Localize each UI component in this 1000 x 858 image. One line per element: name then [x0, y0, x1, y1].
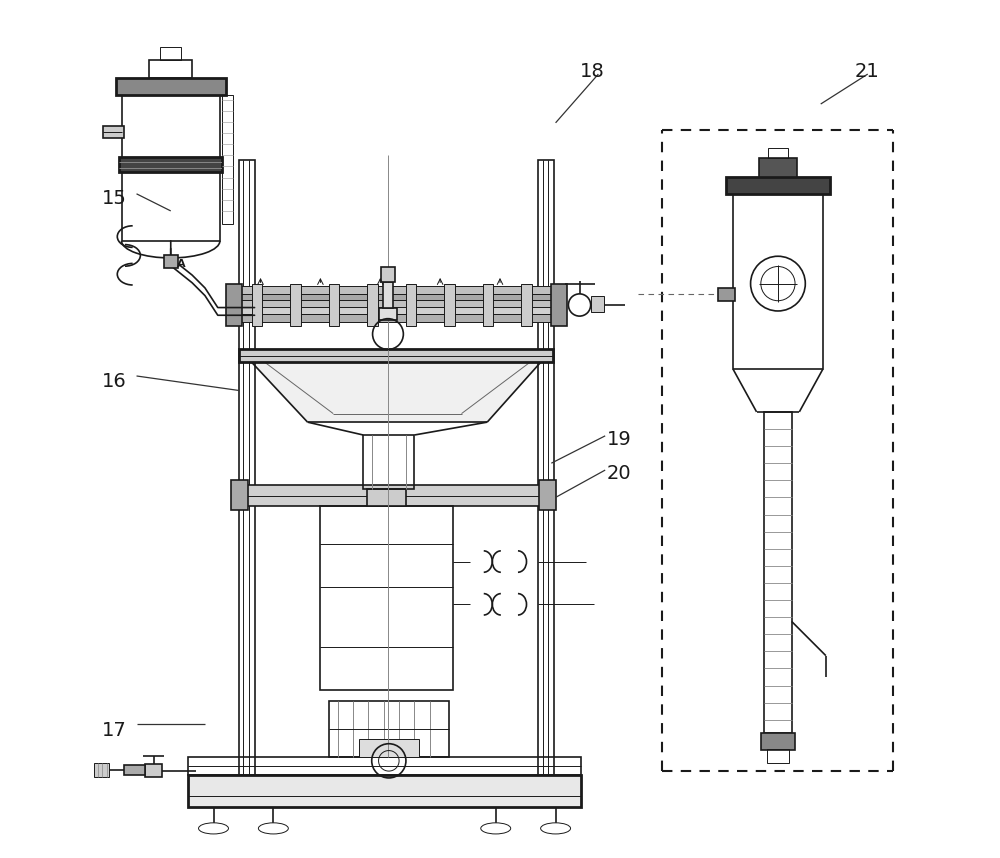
Bar: [363, 435, 414, 489]
Text: 16: 16: [102, 372, 127, 391]
Bar: [149, 59, 192, 78]
Bar: [119, 157, 222, 172]
Bar: [383, 282, 393, 307]
Bar: [538, 160, 554, 801]
Bar: [329, 284, 339, 326]
Bar: [252, 284, 262, 326]
Bar: [226, 284, 242, 326]
Bar: [764, 412, 792, 733]
Bar: [164, 256, 178, 269]
Bar: [239, 349, 553, 362]
Bar: [188, 757, 581, 776]
Bar: [733, 190, 823, 369]
Bar: [145, 764, 162, 777]
Bar: [381, 267, 395, 282]
Bar: [406, 284, 416, 326]
Bar: [222, 95, 233, 224]
Text: 21: 21: [855, 62, 880, 81]
Bar: [768, 148, 788, 158]
Bar: [239, 314, 554, 322]
Bar: [122, 91, 220, 241]
Bar: [551, 284, 567, 326]
Bar: [759, 158, 797, 177]
Bar: [188, 775, 581, 807]
Bar: [521, 284, 532, 326]
Bar: [239, 160, 255, 801]
Bar: [591, 297, 604, 311]
Ellipse shape: [258, 823, 288, 834]
Text: 20: 20: [607, 464, 632, 483]
Bar: [239, 293, 554, 299]
Bar: [103, 126, 124, 138]
Bar: [160, 46, 181, 59]
Bar: [290, 284, 301, 326]
Bar: [116, 78, 226, 95]
Text: 18: 18: [580, 62, 604, 81]
Text: 17: 17: [102, 721, 127, 740]
Ellipse shape: [541, 823, 571, 834]
Bar: [124, 765, 145, 776]
Bar: [539, 480, 556, 511]
Bar: [329, 701, 449, 757]
Bar: [367, 284, 378, 326]
Bar: [761, 733, 795, 750]
Ellipse shape: [481, 823, 511, 834]
Bar: [239, 299, 554, 306]
Bar: [444, 284, 455, 326]
Polygon shape: [248, 358, 544, 422]
Bar: [379, 307, 397, 320]
Text: A: A: [177, 259, 185, 269]
Bar: [239, 305, 554, 313]
Text: 15: 15: [102, 189, 127, 208]
Bar: [359, 740, 419, 757]
Bar: [767, 749, 789, 763]
Bar: [726, 177, 830, 194]
Text: 19: 19: [607, 430, 632, 449]
Bar: [483, 284, 493, 326]
Bar: [239, 287, 554, 294]
Bar: [231, 480, 248, 511]
Bar: [94, 764, 109, 777]
Bar: [320, 506, 453, 690]
Bar: [239, 485, 554, 506]
Bar: [367, 489, 406, 506]
Bar: [718, 288, 735, 300]
Ellipse shape: [199, 823, 228, 834]
